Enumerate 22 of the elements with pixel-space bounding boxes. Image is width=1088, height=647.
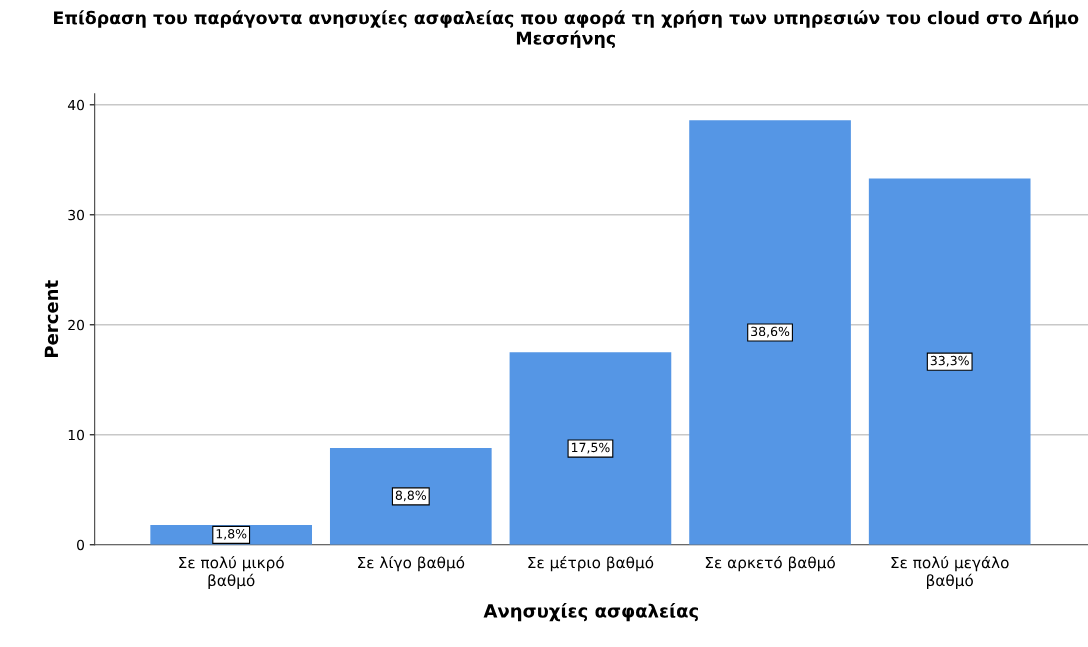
- bar: [868, 178, 1031, 545]
- y-tick-label: 30: [68, 209, 85, 221]
- y-tick-label: 40: [67, 99, 85, 111]
- data-label: 1,8%: [216, 529, 247, 540]
- y-tick-label: 20: [68, 319, 85, 331]
- data-label: 38,6%: [751, 326, 790, 338]
- bar: [329, 447, 492, 545]
- bar: [689, 120, 851, 545]
- y-axis-title: Percent: [44, 280, 59, 358]
- x-axis-title: Ανησυχίες ασφαλείας: [483, 603, 698, 622]
- x-tick-label: Σε αρκετό βαθμό: [705, 555, 835, 572]
- y-tick-label: 0: [77, 539, 85, 551]
- bar: [509, 352, 672, 545]
- x-tick-label: Σε μέτριο βαθμό: [528, 555, 654, 572]
- data-label: 8,8%: [395, 490, 426, 502]
- x-tick-label: Σε πολύ μεγάλο βαθμό: [891, 555, 1009, 590]
- chart-title: Επίδραση του παράγοντα ανησυχίες ασφαλείας που αφορά τη χρήση των υπηρεσιών του cloud στο Δήμο Μεσσήνης: [54, 10, 1079, 49]
- data-label: 17,5%: [571, 442, 610, 454]
- data-label: 33,3%: [930, 355, 969, 367]
- x-tick-label: Σε λίγο βαθμό: [358, 555, 465, 572]
- y-tick-label: 10: [68, 429, 85, 441]
- x-tick-label: Σε πολύ μικρό βαθμό: [179, 555, 284, 590]
